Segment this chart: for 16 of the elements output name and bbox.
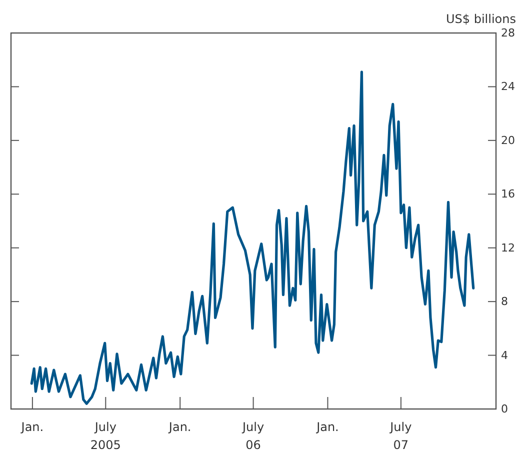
x-tick-label: July 2005 bbox=[90, 420, 121, 452]
x-tick-label: Jan. bbox=[20, 420, 44, 434]
x-tick-label: Jan. bbox=[316, 420, 339, 434]
y-tick-label: 4 bbox=[501, 348, 508, 362]
y-tick-label: 12 bbox=[501, 241, 515, 254]
y-tick-label: 16 bbox=[501, 188, 515, 201]
line-series bbox=[30, 70, 475, 405]
y-tick-label: 24 bbox=[501, 80, 515, 94]
y-axis-title: US$ billions bbox=[446, 12, 516, 26]
y-tick-label: 20 bbox=[501, 134, 515, 147]
x-tick-label: July 07 bbox=[389, 420, 412, 452]
y-tick-label: 0 bbox=[501, 402, 508, 416]
x-tick-label: Jan. bbox=[168, 420, 192, 434]
x-tick-label: July 06 bbox=[242, 420, 264, 452]
y-tick-label: 28 bbox=[501, 26, 515, 40]
y-tick-label: 8 bbox=[501, 295, 508, 308]
